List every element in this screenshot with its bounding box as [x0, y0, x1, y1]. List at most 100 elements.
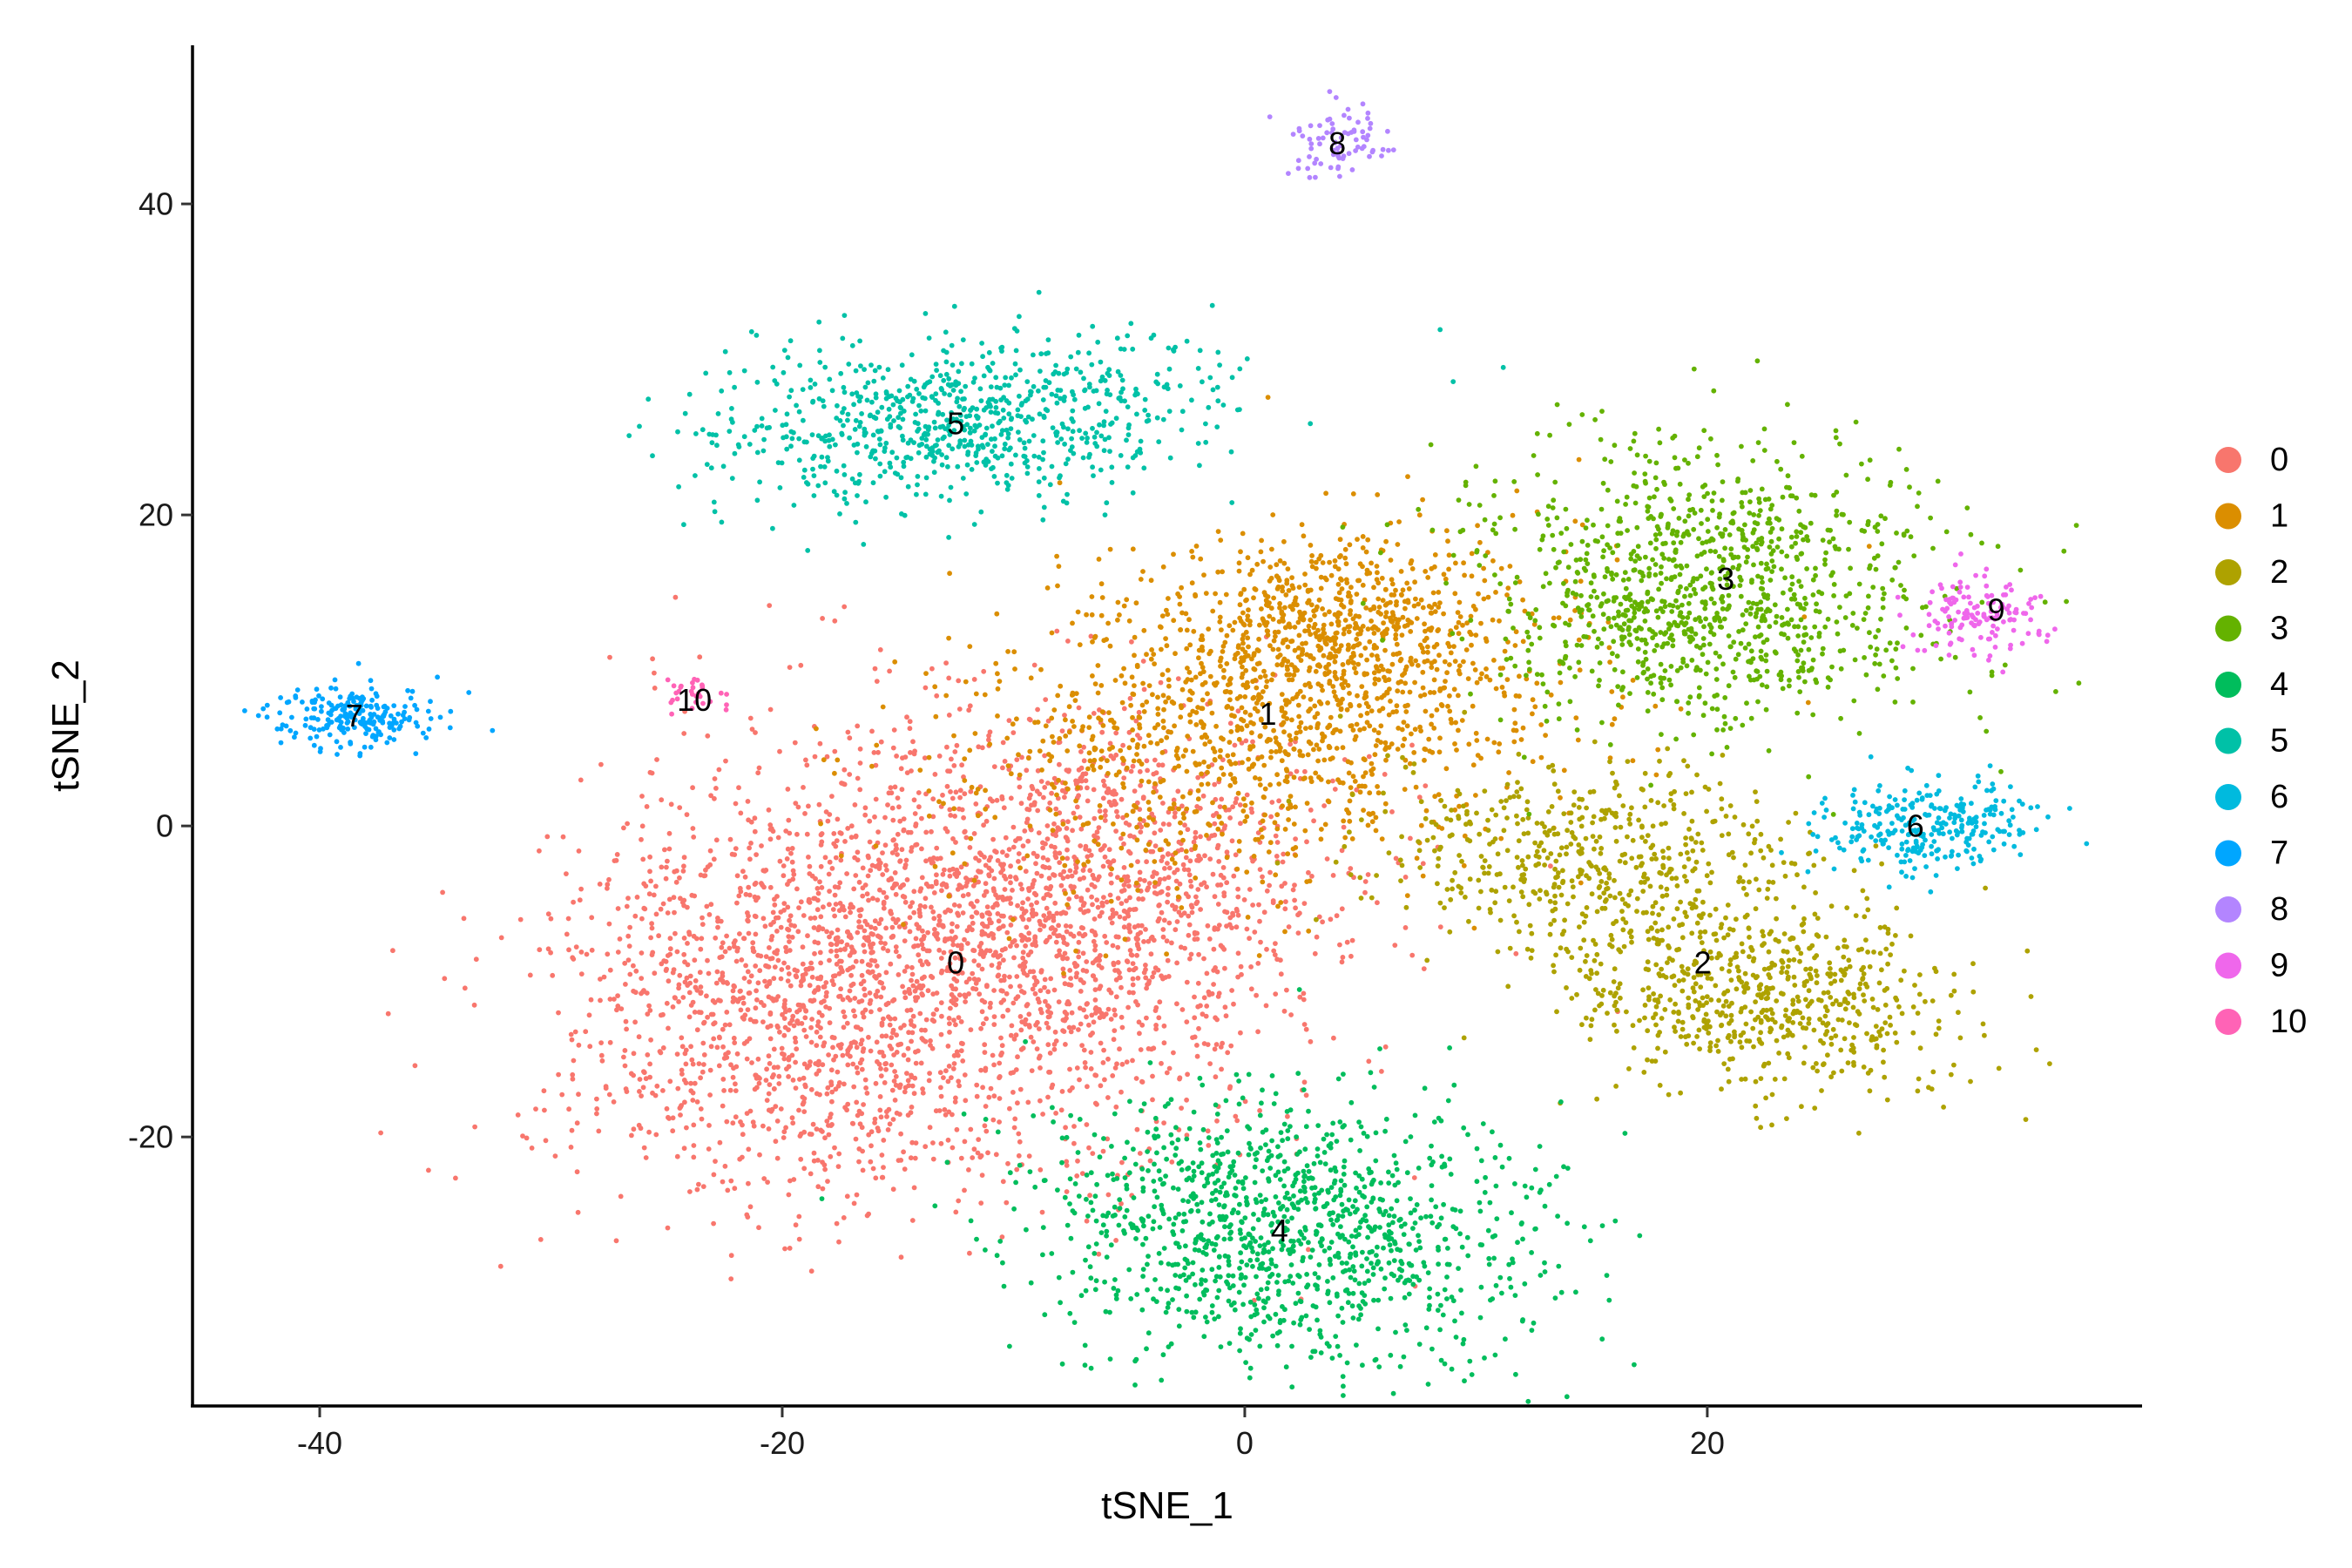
point: [1053, 806, 1059, 812]
point: [767, 827, 774, 832]
point: [1318, 836, 1324, 842]
point: [889, 1035, 895, 1040]
point: [850, 1061, 856, 1067]
point: [1089, 594, 1095, 599]
point: [794, 886, 800, 892]
point: [1350, 645, 1356, 650]
point: [1413, 784, 1419, 790]
point: [1287, 733, 1293, 739]
point: [1388, 558, 1394, 563]
point: [1233, 800, 1239, 806]
point: [1465, 676, 1471, 681]
point: [1136, 709, 1142, 715]
point: [1064, 942, 1070, 947]
point: [1357, 561, 1363, 567]
point: [1419, 645, 1425, 651]
point: [912, 943, 918, 949]
point: [1250, 695, 1256, 701]
point: [1468, 613, 1474, 619]
point: [1127, 695, 1133, 701]
point: [1083, 843, 1089, 849]
point: [1131, 758, 1137, 764]
point: [868, 1159, 874, 1165]
point: [1152, 661, 1157, 666]
point: [874, 994, 879, 999]
point: [667, 946, 673, 952]
point: [1199, 633, 1205, 639]
point: [1257, 782, 1263, 787]
point: [624, 1089, 630, 1094]
point: [1024, 853, 1031, 859]
point: [790, 876, 796, 882]
point: [754, 997, 760, 1003]
point: [1296, 645, 1301, 651]
point: [1095, 835, 1100, 841]
point: [827, 889, 832, 894]
point: [918, 1060, 924, 1066]
point: [622, 1048, 628, 1053]
point: [821, 757, 827, 763]
point: [907, 726, 913, 732]
point: [798, 1156, 804, 1162]
point: [1202, 853, 1207, 859]
point: [755, 895, 760, 901]
point: [671, 895, 677, 901]
point: [639, 836, 644, 842]
point: [1418, 597, 1424, 603]
point: [1355, 661, 1362, 667]
point: [1166, 729, 1172, 734]
point: [1013, 996, 1019, 1002]
point: [829, 1098, 835, 1105]
point: [1483, 636, 1489, 641]
point: [1230, 804, 1235, 810]
point: [997, 1096, 1003, 1101]
point: [706, 912, 713, 917]
point: [639, 794, 645, 799]
point: [1348, 703, 1354, 709]
point: [1240, 718, 1247, 724]
point: [1445, 703, 1450, 709]
point: [1274, 772, 1280, 778]
point: [953, 997, 959, 1003]
point: [956, 992, 963, 998]
point: [727, 945, 733, 951]
point: [872, 1116, 878, 1122]
point: [845, 826, 851, 831]
point: [906, 1030, 911, 1036]
point: [1290, 887, 1296, 893]
point: [1033, 943, 1039, 949]
point: [670, 1115, 676, 1121]
point: [1252, 706, 1258, 712]
point: [951, 1061, 957, 1066]
point: [738, 1007, 744, 1013]
point: [1318, 585, 1324, 591]
point: [1077, 930, 1082, 936]
point: [1194, 899, 1200, 905]
point: [934, 990, 940, 996]
point: [745, 1007, 751, 1012]
point: [973, 801, 979, 807]
point: [940, 871, 946, 877]
point: [1257, 776, 1262, 782]
point: [1420, 605, 1426, 611]
point: [1035, 808, 1041, 814]
point: [1242, 802, 1248, 808]
point: [1121, 908, 1127, 914]
point: [969, 784, 975, 790]
point: [1382, 747, 1389, 753]
point: [1363, 549, 1369, 555]
point: [1124, 898, 1129, 903]
point: [818, 821, 823, 827]
point: [1274, 662, 1281, 668]
point: [767, 822, 774, 828]
point: [679, 1035, 685, 1041]
point: [681, 855, 687, 861]
point: [785, 964, 791, 970]
point: [1534, 680, 1540, 686]
point: [806, 966, 811, 972]
point: [1295, 702, 1301, 708]
point: [1367, 571, 1373, 576]
point: [1267, 643, 1273, 649]
point: [1265, 395, 1271, 400]
point: [1080, 950, 1086, 956]
